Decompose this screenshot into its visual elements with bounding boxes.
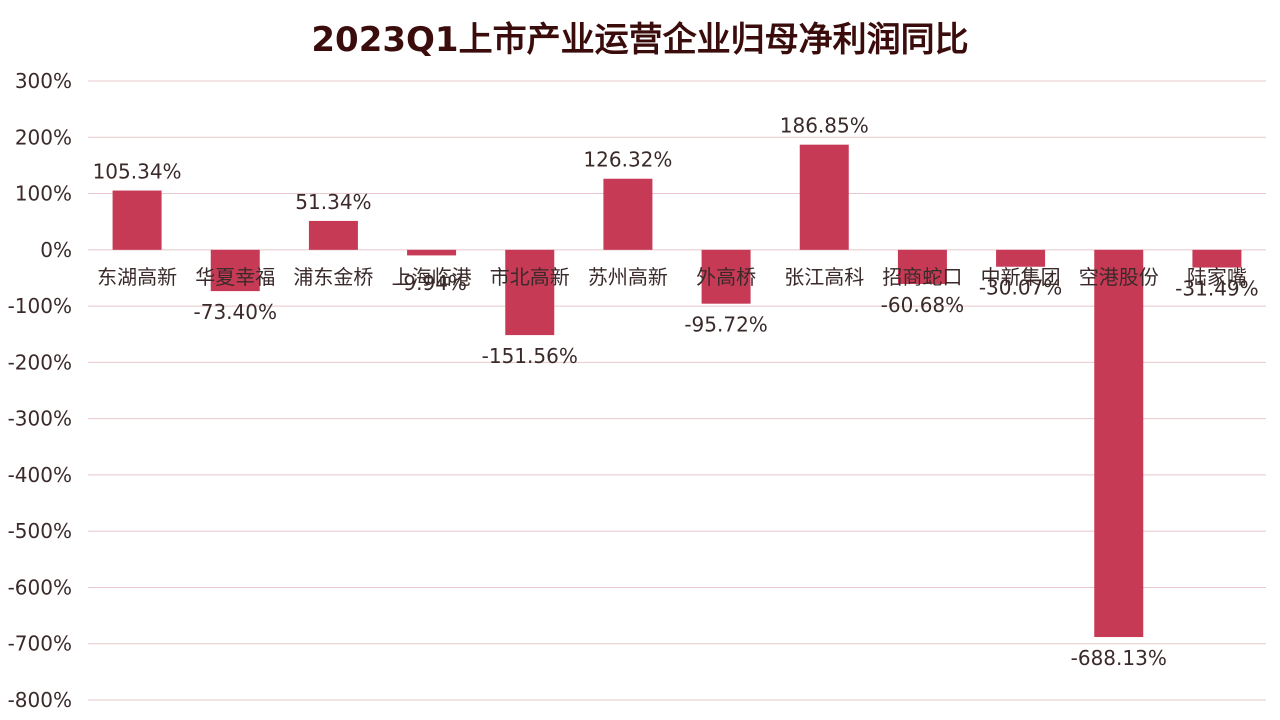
data-label: -73.40%	[194, 300, 277, 324]
data-label: -9.94%	[396, 271, 467, 295]
bars	[112, 144, 1242, 638]
x-tick-label: 招商蛇口	[882, 265, 962, 289]
bar	[210, 249, 260, 292]
x-tick-label: 空港股份	[1079, 265, 1159, 289]
data-label: -30.07%	[979, 276, 1062, 300]
x-tick-label: 苏州高新	[588, 265, 668, 289]
y-tick-label: -100%	[8, 294, 72, 318]
data-label: -95.72%	[684, 313, 767, 337]
x-tick-label: 上海临港	[392, 265, 472, 289]
y-tick-label: -500%	[8, 519, 72, 543]
y-tick-label: -700%	[8, 632, 72, 656]
y-axis-ticks: 300% 200% 100% 0% -100% -200% -300% -400% -500% -…	[8, 69, 72, 712]
data-label: 126.32%	[583, 148, 672, 172]
x-tick-label: 外高桥	[696, 265, 756, 289]
data-label: -688.13%	[1071, 646, 1167, 670]
bar	[308, 220, 358, 250]
x-tick-label: 陆家嘴	[1187, 265, 1247, 289]
bar	[897, 249, 947, 284]
bar	[112, 190, 162, 250]
data-label: 51.34%	[295, 190, 371, 214]
bar	[996, 249, 1046, 267]
bar	[799, 144, 849, 250]
bar	[1192, 249, 1242, 268]
data-label: -151.56%	[482, 344, 578, 368]
x-tick-label: 张江高科	[784, 265, 864, 289]
data-label: 105.34%	[93, 160, 182, 184]
x-tick-label: 浦东金桥	[293, 265, 373, 289]
y-tick-label: 100%	[15, 182, 72, 206]
y-tick-label: 200%	[15, 125, 72, 149]
bar	[603, 178, 653, 250]
gridlines	[88, 80, 1266, 701]
x-tick-label: 中新集团	[981, 265, 1061, 289]
y-tick-label: -400%	[8, 463, 72, 487]
x-tick-label: 华夏幸福	[195, 265, 275, 289]
bar	[701, 249, 751, 304]
bar	[1094, 249, 1144, 638]
data-label: -60.68%	[881, 293, 964, 317]
x-axis-ticks: 东湖高新 华夏幸福 浦东金桥 上海临港 市北高新 苏州高新 外高桥 张江高科 招商蛇口 中新集团空…	[97, 265, 1247, 289]
bar	[505, 249, 555, 336]
data-label: 186.85%	[780, 114, 869, 138]
y-tick-label: -300%	[8, 407, 72, 431]
y-tick-label: 300%	[15, 69, 72, 93]
y-tick-label: 0%	[40, 238, 72, 262]
y-tick-label: -800%	[8, 688, 72, 712]
x-tick-label: 东湖高新	[97, 265, 177, 289]
y-tick-label: -600%	[8, 575, 72, 599]
data-labels: 105.34% -73.40% 51.34% -9.94% -151.56% 126.32…	[93, 114, 1259, 670]
data-label: -31.49%	[1175, 277, 1258, 301]
bar	[407, 249, 457, 256]
y-tick-label: -200%	[8, 350, 72, 374]
chart-title: 2023Q1上市产业运营企业归母净利润同比	[311, 20, 969, 60]
x-tick-label: 市北高新	[490, 265, 570, 289]
